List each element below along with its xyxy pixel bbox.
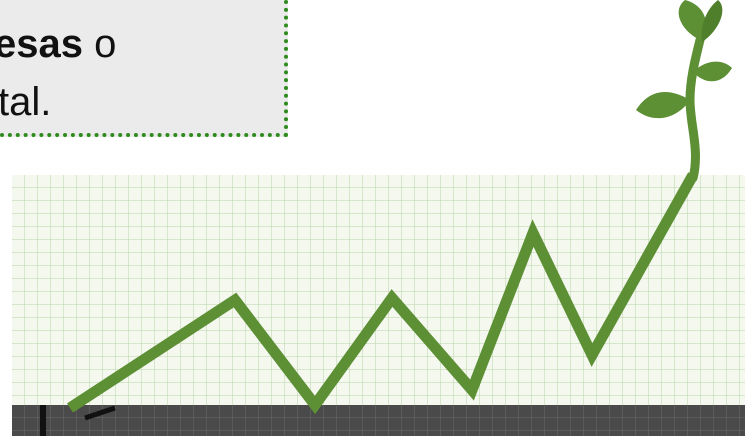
leaf [693, 61, 732, 82]
leaf [701, 0, 723, 42]
text-line: esas o [0, 24, 116, 64]
ground-strip [12, 405, 745, 436]
ground-mark [84, 405, 116, 421]
bold-text: esas [0, 22, 83, 66]
leaf [678, 0, 706, 40]
growth-line [66, 172, 698, 415]
text-line: tal. [0, 80, 52, 124]
ground-mark [40, 405, 46, 436]
plant-stem [685, 35, 705, 183]
text-box: esas o tal. [0, 0, 288, 137]
text: o [94, 22, 117, 66]
leaf [636, 91, 690, 119]
